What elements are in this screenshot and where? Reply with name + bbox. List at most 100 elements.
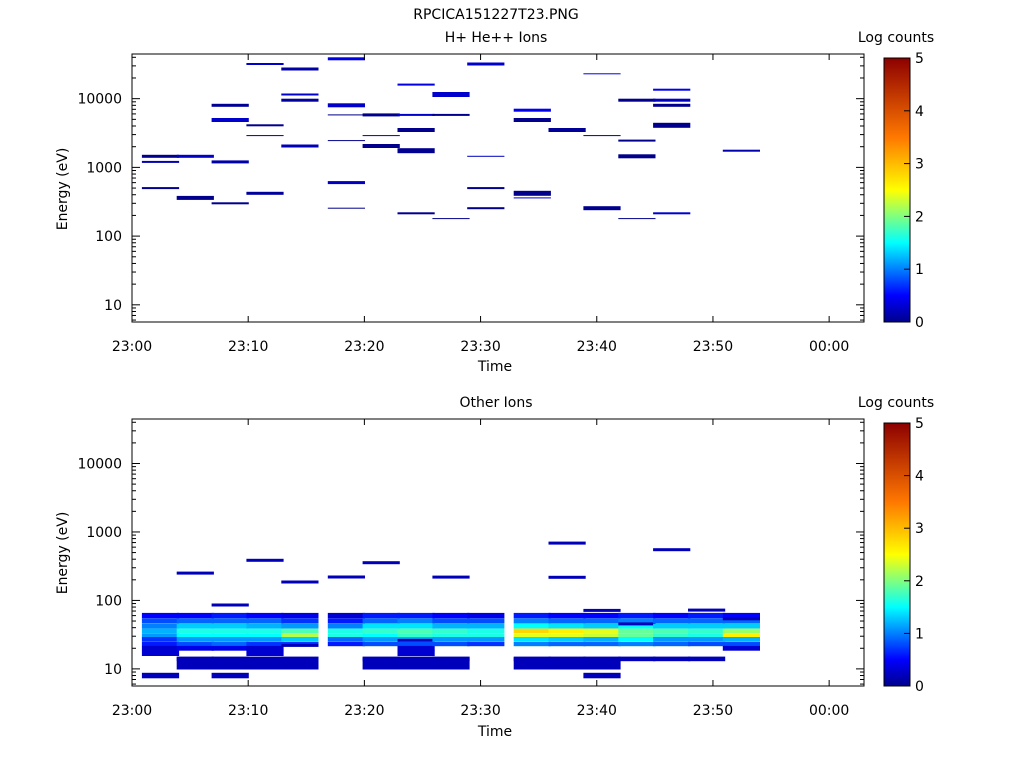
- heatmap-cell: [281, 623, 319, 629]
- colorbar: 0 1 2 3 4 5: [883, 51, 924, 331]
- colorbar-tick-label: 5: [915, 51, 924, 67]
- heatmap-cell: [327, 140, 365, 142]
- heatmap-cell: [618, 656, 656, 662]
- heatmap-cell: [211, 642, 249, 647]
- heatmap-cell: [281, 657, 319, 670]
- heatmap-cell: [141, 612, 180, 619]
- heatmap-cell: [176, 645, 214, 651]
- heatmap-cell: [583, 642, 621, 647]
- heatmap-cell: [432, 657, 470, 670]
- colorbar-tick-label: 5: [915, 416, 924, 432]
- heatmap-cell: [583, 637, 621, 642]
- colorbar-tick-label: 0: [915, 679, 924, 695]
- heatmap-cell: [618, 623, 656, 629]
- heatmap-cell: [327, 207, 365, 209]
- y-tick-label: 100: [95, 229, 122, 245]
- colorbar-tick-label: 3: [915, 521, 924, 537]
- heatmap-cell: [583, 608, 621, 612]
- heatmap-cell: [513, 637, 551, 642]
- heatmap-cell: [327, 114, 365, 116]
- heatmap-cell: [548, 541, 586, 545]
- heatmap-cell: [211, 645, 249, 651]
- heatmap-cell: [548, 618, 586, 624]
- heatmap-cell: [246, 642, 284, 647]
- axes: 23:00 23:10 23:20 23:30 23:40 23:50 00:00 10 100…: [77, 53, 865, 355]
- colorbar-tick-label: 0: [915, 315, 924, 331]
- heatmap-cell: [618, 642, 656, 647]
- heatmap-cell: [583, 657, 621, 670]
- colorbar-tick-label: 3: [915, 157, 924, 173]
- panel-title: H+ He++ Ions: [445, 30, 548, 46]
- colorbar-tick-label: 2: [915, 574, 924, 590]
- heatmap-cell: [722, 628, 760, 633]
- heatmap-cell: [211, 657, 249, 670]
- heatmap-cell: [211, 603, 249, 607]
- x-tick-label: 23:30: [460, 703, 500, 719]
- y-tick-label: 1000: [86, 160, 122, 176]
- heatmap-cell: [327, 612, 365, 619]
- heatmap-cell: [281, 144, 319, 148]
- heatmap-cell: [688, 637, 726, 642]
- heatmap-cell: [467, 612, 505, 619]
- heatmap-cell: [618, 612, 656, 619]
- x-tick-label: 23:10: [228, 339, 268, 355]
- heatmap-cell: [583, 623, 621, 629]
- heatmap-cell: [467, 628, 505, 633]
- heatmap-cell: [176, 628, 214, 633]
- y-tick-label: 10000: [77, 92, 122, 108]
- heatmap-cell: [688, 628, 726, 633]
- heatmap-cell: [141, 650, 180, 656]
- heatmap-cell: [362, 135, 400, 137]
- heatmap-cell: [548, 633, 586, 638]
- heatmap-cell: [618, 154, 656, 159]
- heatmap-cell: [362, 642, 400, 647]
- heatmap-cell: [327, 103, 365, 108]
- heatmap-cell: [362, 637, 400, 642]
- y-tick-label: 10000: [77, 457, 122, 473]
- heatmap-cell: [722, 612, 760, 619]
- heatmap-cell: [688, 608, 726, 612]
- heatmap-cell: [281, 618, 319, 624]
- heatmap-cell: [432, 218, 470, 220]
- heatmap-cell: [211, 160, 249, 164]
- heatmap-cell: [327, 575, 365, 579]
- heatmap-cell: [432, 633, 470, 638]
- heatmap-cell: [211, 672, 249, 679]
- heatmap-cell: [327, 637, 365, 642]
- x-tick-label: 23:20: [344, 339, 384, 355]
- heatmap-cell: [211, 612, 249, 619]
- heatmap-cell: [362, 113, 400, 117]
- panel-title: Other Ions: [459, 395, 532, 411]
- x-tick-label: 23:10: [228, 703, 268, 719]
- heatmap-cell: [653, 656, 691, 662]
- heatmap-cell: [548, 623, 586, 629]
- y-axis-label: Energy (eV): [55, 148, 71, 231]
- heatmap-cell: [688, 656, 726, 662]
- colorbar: 0 1 2 3 4 5: [883, 416, 924, 695]
- heatmap-cell: [397, 113, 435, 116]
- heatmap-cell: [397, 148, 435, 154]
- heatmap-cell: [618, 628, 656, 633]
- heatmap-cell: [211, 202, 249, 205]
- heatmap-cell: [281, 98, 319, 102]
- heatmap-cell: [281, 628, 319, 633]
- heatmap-cell: [688, 642, 726, 647]
- x-tick-label: 23:40: [577, 703, 617, 719]
- heatmap-cell: [397, 212, 435, 215]
- heatmap-cell: [176, 657, 214, 670]
- x-tick-label: 23:30: [460, 339, 500, 355]
- axes: 23:00 23:10 23:20 23:30 23:40 23:50 00:00 10 100…: [77, 418, 865, 719]
- colorbar-tick-label: 4: [915, 104, 924, 120]
- heatmap-cell: [467, 62, 505, 66]
- heatmap-cell: [467, 637, 505, 642]
- heatmap-cell: [176, 612, 214, 619]
- heatmap-cell: [722, 642, 760, 647]
- heatmap-cell: [653, 612, 691, 619]
- heatmap-cell: [583, 672, 621, 679]
- heatmap-cell: [548, 612, 586, 619]
- heatmap-cell: [467, 623, 505, 629]
- heatmap-cell: [327, 628, 365, 633]
- heatmap-cell: [281, 67, 319, 71]
- heatmap-cell: [583, 628, 621, 633]
- heatmap-cell: [141, 645, 180, 651]
